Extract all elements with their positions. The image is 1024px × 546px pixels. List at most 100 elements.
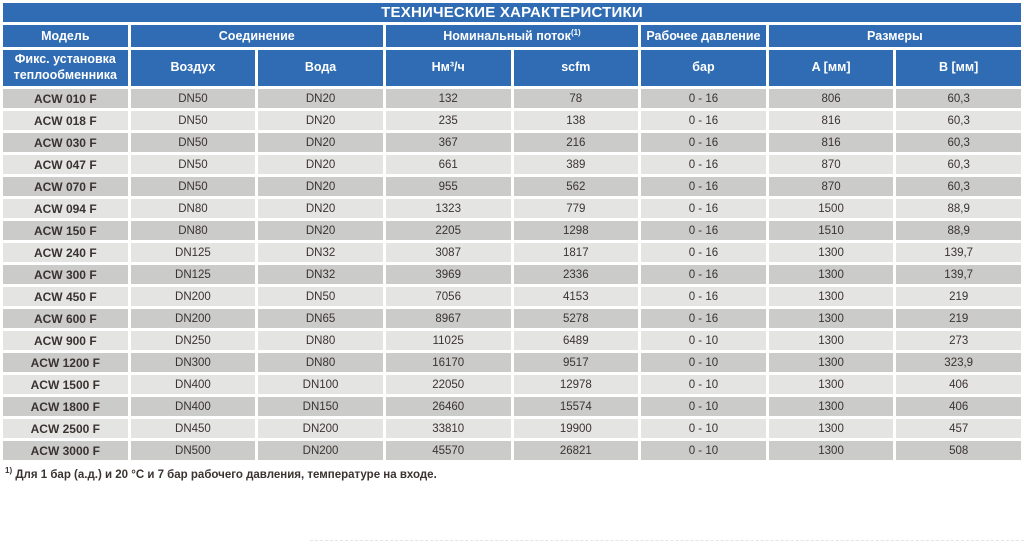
data-cell: 0 - 10 xyxy=(641,441,766,460)
data-cell: DN200 xyxy=(130,287,256,306)
model-cell: ACW 600 F xyxy=(3,309,128,328)
data-cell: 406 xyxy=(896,397,1021,416)
table-row: ACW 600 F DN200 DN65 8967 5278 0 - 16 1300 219 xyxy=(3,309,1021,328)
data-cell: DN20 xyxy=(258,89,383,108)
data-cell: 1300 xyxy=(768,331,894,350)
data-cell: 6489 xyxy=(513,331,639,350)
data-cell: 33810 xyxy=(385,419,511,438)
model-cell: ACW 094 F xyxy=(3,199,128,218)
data-cell: 870 xyxy=(768,155,894,174)
data-cell: 216 xyxy=(513,133,639,152)
data-cell: DN500 xyxy=(130,441,256,460)
table-row: ACW 150 F DN80 DN20 2205 1298 0 - 16 1510 88,9 xyxy=(3,221,1021,240)
table-row: ACW 030 F DN50 DN20 367 216 0 - 16 816 60,3 xyxy=(3,133,1021,152)
title-row: ТЕХНИЧЕСКИЕ ХАРАКТЕРИСТИКИ xyxy=(3,3,1021,22)
model-cell: ACW 030 F xyxy=(3,133,128,152)
data-cell: DN50 xyxy=(130,133,256,152)
data-cell: 132 xyxy=(385,89,511,108)
data-cell: DN20 xyxy=(258,177,383,196)
data-cell: 273 xyxy=(896,331,1021,350)
footnote: 1) Для 1 бар (а.д.) и 20 °C и 7 бар рабо… xyxy=(5,466,1024,481)
table-row: ACW 1200 F DN300 DN80 16170 9517 0 - 10 1300 32… xyxy=(3,353,1021,372)
model-cell: ACW 3000 F xyxy=(3,441,128,460)
data-cell: 139,7 xyxy=(896,243,1021,262)
sub-header-cell: scfm xyxy=(513,50,639,86)
data-cell: 0 - 16 xyxy=(641,89,766,108)
data-cell: 88,9 xyxy=(896,199,1021,218)
group-header-cell: Модель xyxy=(3,25,128,47)
data-cell: 457 xyxy=(896,419,1021,438)
technical-characteristics-table: ТЕХНИЧЕСКИЕ ХАРАКТЕРИСТИКИ Модель Соедине… xyxy=(3,3,1021,460)
data-cell: 235 xyxy=(385,111,511,130)
footnote-superscript: 1) xyxy=(5,466,13,476)
model-cell: ACW 070 F xyxy=(3,177,128,196)
data-cell: DN125 xyxy=(130,243,256,262)
data-cell: DN20 xyxy=(258,221,383,240)
group-header-cell: Номинальный поток(1) xyxy=(385,25,639,47)
model-cell: ACW 047 F xyxy=(3,155,128,174)
data-cell: 0 - 16 xyxy=(641,199,766,218)
data-cell: 139,7 xyxy=(896,265,1021,284)
data-cell: 60,3 xyxy=(896,155,1021,174)
table-row: ACW 010 F DN50 DN20 132 78 0 - 16 806 60,3 xyxy=(3,89,1021,108)
table-header: ТЕХНИЧЕСКИЕ ХАРАКТЕРИСТИКИ Модель Соедине… xyxy=(3,3,1021,86)
data-cell: 5278 xyxy=(513,309,639,328)
page-title: ТЕХНИЧЕСКИЕ ХАРАКТЕРИСТИКИ xyxy=(3,3,1021,22)
data-cell: 45570 xyxy=(385,441,511,460)
data-cell: DN20 xyxy=(258,155,383,174)
table-row: ACW 1500 F DN400 DN100 22050 12978 0 - 10 1300… xyxy=(3,375,1021,394)
data-cell: 1300 xyxy=(768,287,894,306)
data-cell: DN20 xyxy=(258,199,383,218)
group-header-cell: Размеры xyxy=(768,25,1021,47)
data-cell: 26460 xyxy=(385,397,511,416)
table-row: ACW 094 F DN80 DN20 1323 779 0 - 16 1500 88,9 xyxy=(3,199,1021,218)
data-cell: 1298 xyxy=(513,221,639,240)
data-cell: DN80 xyxy=(130,221,256,240)
data-cell: DN250 xyxy=(130,331,256,350)
data-cell: 0 - 16 xyxy=(641,111,766,130)
model-cell: ACW 900 F xyxy=(3,331,128,350)
data-cell: DN50 xyxy=(258,287,383,306)
data-cell: 1817 xyxy=(513,243,639,262)
data-cell: 60,3 xyxy=(896,89,1021,108)
data-cell: 0 - 16 xyxy=(641,309,766,328)
sub-header-cell: Фикс. установка теплообменника xyxy=(3,50,128,86)
data-cell: DN50 xyxy=(130,177,256,196)
data-cell: 3969 xyxy=(385,265,511,284)
data-cell: 88,9 xyxy=(896,221,1021,240)
model-cell: ACW 010 F xyxy=(3,89,128,108)
group-header-cell: Соединение xyxy=(130,25,383,47)
sub-header-cell: A [мм] xyxy=(768,50,894,86)
data-cell: 9517 xyxy=(513,353,639,372)
data-cell: 389 xyxy=(513,155,639,174)
data-cell: 1300 xyxy=(768,419,894,438)
data-cell: DN100 xyxy=(258,375,383,394)
model-cell: ACW 018 F xyxy=(3,111,128,130)
data-cell: 816 xyxy=(768,133,894,152)
sub-header-row: Фикс. установка теплообменника Воздух Вода… xyxy=(3,50,1021,86)
data-cell: 508 xyxy=(896,441,1021,460)
data-cell: 26821 xyxy=(513,441,639,460)
data-cell: 60,3 xyxy=(896,111,1021,130)
data-cell: 19900 xyxy=(513,419,639,438)
data-cell: 1300 xyxy=(768,309,894,328)
data-cell: 15574 xyxy=(513,397,639,416)
table-body: ACW 010 F DN50 DN20 132 78 0 - 16 806 60,3 ACW 0… xyxy=(3,89,1021,460)
group-header-row: Модель Соединение Номинальный поток(1) Рабо… xyxy=(3,25,1021,47)
data-cell: DN125 xyxy=(130,265,256,284)
data-cell: DN80 xyxy=(258,353,383,372)
data-cell: 0 - 16 xyxy=(641,287,766,306)
model-cell: ACW 150 F xyxy=(3,221,128,240)
data-cell: 1300 xyxy=(768,375,894,394)
data-cell: DN300 xyxy=(130,353,256,372)
data-cell: 806 xyxy=(768,89,894,108)
data-cell: 0 - 16 xyxy=(641,221,766,240)
data-cell: DN50 xyxy=(130,111,256,130)
table-row: ACW 018 F DN50 DN20 235 138 0 - 16 816 60,3 xyxy=(3,111,1021,130)
table-row: ACW 240 F DN125 DN32 3087 1817 0 - 16 1300 139,… xyxy=(3,243,1021,262)
data-cell: DN32 xyxy=(258,265,383,284)
data-cell: 1300 xyxy=(768,243,894,262)
data-cell: DN200 xyxy=(130,309,256,328)
data-cell: DN450 xyxy=(130,419,256,438)
model-cell: ACW 300 F xyxy=(3,265,128,284)
